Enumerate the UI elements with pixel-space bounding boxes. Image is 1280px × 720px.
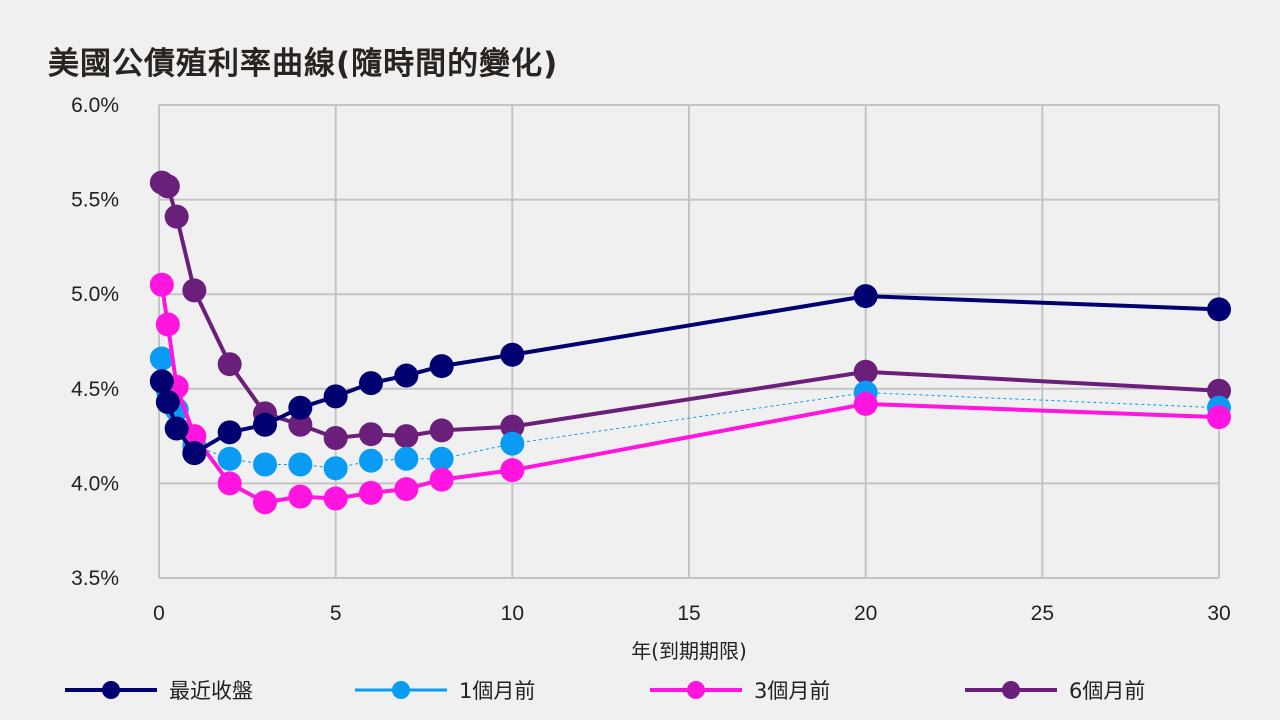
data-point bbox=[359, 371, 383, 396]
data-point bbox=[394, 446, 419, 471]
data-point bbox=[429, 354, 454, 379]
legend-marker bbox=[650, 681, 742, 699]
data-point bbox=[288, 412, 313, 437]
y-tick-label: 3.5% bbox=[71, 567, 119, 590]
data-point bbox=[394, 363, 419, 388]
data-point bbox=[429, 467, 454, 492]
data-point bbox=[155, 174, 180, 199]
data-point bbox=[182, 441, 207, 466]
legend-marker bbox=[965, 681, 1057, 699]
data-point bbox=[288, 484, 313, 509]
data-point bbox=[429, 418, 454, 443]
data-point bbox=[429, 446, 454, 471]
y-tick-label: 4.5% bbox=[71, 378, 119, 401]
data-point bbox=[164, 416, 189, 441]
legend-label: 最近收盤 bbox=[169, 679, 253, 703]
data-point bbox=[500, 342, 525, 367]
data-point bbox=[323, 456, 348, 481]
line-chart: 3.5% 4.0% 4.5% 5.0% 5.5% 6.0% 0 5 10 15 20 25 30 年(到期… bbox=[71, 94, 1231, 663]
data-point bbox=[155, 312, 180, 337]
x-tick-label: 25 bbox=[1031, 602, 1054, 625]
data-point bbox=[149, 346, 174, 371]
x-tick-label: 5 bbox=[330, 602, 342, 625]
data-point bbox=[217, 471, 242, 496]
chart-title: 美國公債殖利率曲線(隨時間的變化) bbox=[48, 46, 559, 82]
data-point bbox=[164, 204, 189, 229]
data-point bbox=[1207, 405, 1231, 430]
data-point bbox=[217, 352, 242, 377]
data-point bbox=[359, 480, 383, 505]
data-point bbox=[359, 448, 383, 473]
y-tick-label: 5.5% bbox=[71, 189, 119, 212]
data-point bbox=[394, 477, 419, 502]
data-point bbox=[253, 490, 277, 515]
data-point bbox=[500, 414, 525, 439]
data-point bbox=[853, 359, 878, 384]
data-point bbox=[288, 452, 313, 477]
data-point bbox=[253, 412, 277, 437]
data-point bbox=[182, 278, 207, 303]
legend-label: 6個月前 bbox=[1069, 679, 1146, 703]
legend-item: 6個月前 bbox=[965, 672, 1145, 708]
data-point bbox=[323, 486, 348, 511]
x-tick-label: 20 bbox=[854, 602, 877, 625]
data-point bbox=[1207, 378, 1231, 403]
data-point bbox=[359, 422, 383, 447]
data-point bbox=[394, 424, 419, 449]
legend-label: 3個月前 bbox=[754, 679, 831, 703]
data-point bbox=[155, 390, 180, 415]
data-point bbox=[149, 369, 174, 394]
data-point bbox=[500, 431, 525, 456]
legend: 最近收盤 1個月前 3個月前 6個月前 bbox=[0, 672, 1280, 708]
data-point bbox=[853, 284, 878, 309]
series-line bbox=[159, 294, 1220, 456]
data-point bbox=[217, 420, 242, 445]
x-tick-label: 0 bbox=[153, 602, 165, 625]
x-axis-label: 年(到期期限) bbox=[631, 639, 747, 663]
x-tick-label: 30 bbox=[1207, 602, 1230, 625]
data-point bbox=[853, 391, 878, 416]
series-line bbox=[161, 358, 1220, 469]
data-point bbox=[500, 458, 525, 483]
x-tick-label: 10 bbox=[501, 602, 524, 625]
legend-item: 1個月前 bbox=[355, 672, 535, 708]
data-point bbox=[149, 272, 174, 297]
data-point bbox=[1207, 297, 1231, 322]
y-tick-label: 4.0% bbox=[71, 472, 119, 495]
data-point bbox=[323, 425, 348, 450]
data-point bbox=[288, 395, 313, 420]
data-point bbox=[253, 452, 277, 477]
data-point bbox=[217, 446, 242, 471]
legend-item: 最近收盤 bbox=[65, 672, 253, 708]
legend-item: 3個月前 bbox=[650, 672, 830, 708]
x-tick-label: 15 bbox=[677, 602, 700, 625]
legend-marker bbox=[65, 681, 157, 699]
y-tick-label: 6.0% bbox=[71, 94, 119, 117]
series-line bbox=[159, 284, 1220, 505]
y-tick-label: 5.0% bbox=[71, 283, 119, 306]
data-point bbox=[323, 384, 348, 409]
legend-label: 1個月前 bbox=[459, 679, 536, 703]
legend-marker bbox=[355, 681, 447, 699]
